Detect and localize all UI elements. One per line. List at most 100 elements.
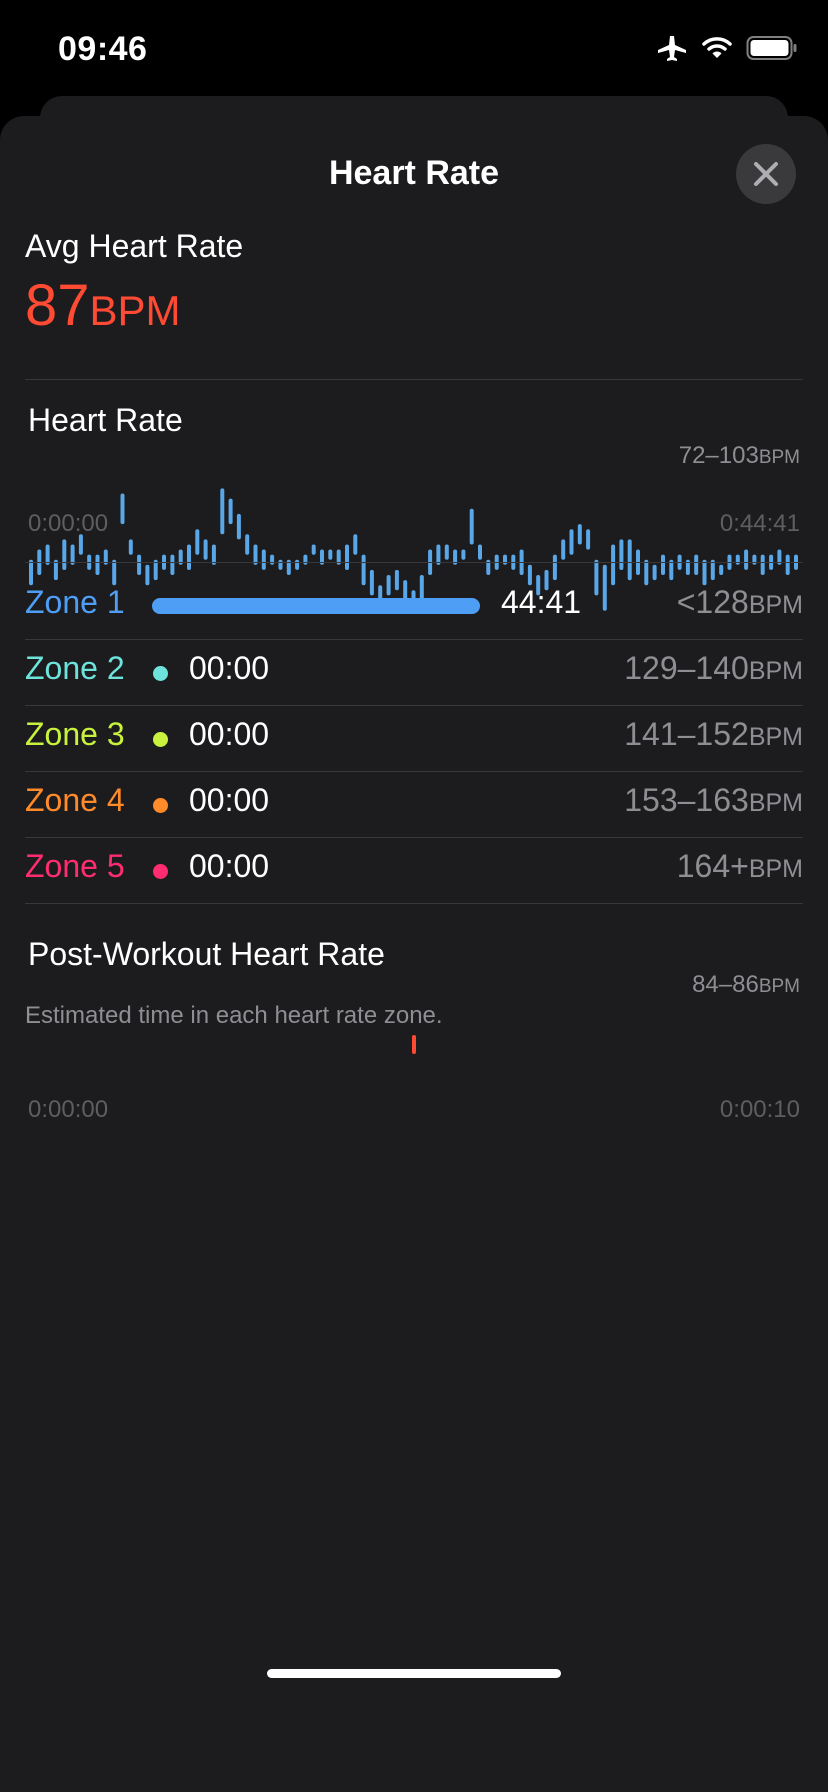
zone-row-5: Zone 5 00:00 164+BPM (25, 838, 803, 904)
heart-rate-range-bar (378, 585, 383, 601)
zone-time: 00:00 (189, 650, 270, 686)
avg-heart-rate-value: 87BPM (25, 272, 181, 339)
avg-value-number: 87 (25, 273, 90, 338)
zone-range-unit: BPM (748, 789, 803, 817)
post-workout-range: 84–86BPM (692, 971, 800, 999)
heart-rate-range-bar (253, 544, 258, 565)
heart-rate-range-bar (145, 564, 150, 586)
heart-rate-range-bar (561, 539, 566, 560)
divider (25, 639, 803, 640)
zone-range-unit: BPM (748, 855, 803, 883)
heart-rate-range-bar (702, 559, 707, 586)
zone-time: 44:41 (501, 584, 582, 620)
heart-rate-range-bar (669, 559, 674, 581)
heart-rate-range-bar (536, 575, 541, 596)
heart-rate-range-bar (62, 539, 67, 570)
heart-rate-range-bar (661, 554, 665, 575)
airplane-icon (656, 34, 688, 67)
heart-rate-range-bar (70, 544, 75, 565)
status-icons (656, 34, 798, 67)
zone-name: Zone 1 (25, 584, 125, 620)
status-bar: 09:46 (0, 0, 828, 100)
heart-rate-range-bar (719, 564, 724, 575)
heart-rate-range-bar (486, 559, 491, 575)
close-icon (754, 162, 778, 186)
divider (25, 705, 803, 706)
avg-heart-rate-label: Avg Heart Rate (25, 228, 244, 264)
zone-name: Zone 2 (25, 650, 125, 686)
heart-rate-range-bar (228, 498, 233, 525)
heart-rate-range-bar (594, 559, 599, 596)
heart-rate-range-bar (53, 559, 58, 581)
home-indicator[interactable] (267, 1669, 561, 1678)
post-workout-end-label: 0:00:10 (719, 1096, 800, 1123)
heart-rate-range-bar (153, 559, 158, 581)
heart-rate-range-bar (412, 1035, 416, 1054)
battery-icon (746, 35, 798, 66)
zone-name: Zone 4 (25, 782, 125, 818)
heart-rate-range-bar (394, 569, 399, 591)
zone-range-value: 141–152 (624, 716, 749, 752)
heart-rate-range-bar (478, 544, 482, 560)
heart-rate-range-bar (752, 554, 757, 565)
heart-rate-range-bar (544, 569, 549, 591)
zone-range-unit: BPM (748, 591, 803, 619)
zone-range: 141–152BPM (624, 716, 803, 753)
heart-rate-range-bar (527, 564, 532, 586)
zone-range-value: 153–163 (624, 782, 749, 818)
zone-range-value: 164+ (676, 848, 749, 884)
divider (25, 379, 803, 380)
zone-name: Zone 3 (25, 716, 125, 752)
heart-rate-range-bar (103, 549, 108, 565)
heart-rate-range-bar (220, 488, 225, 535)
zone-dot (153, 732, 168, 747)
heart-rate-range-bar (178, 549, 183, 565)
heart-rate-range-bar (735, 554, 740, 565)
heart-rate-range-bar (685, 559, 690, 575)
heart-rate-range-bar (760, 554, 765, 575)
heart-rate-range-bar (245, 534, 250, 555)
wifi-icon (702, 36, 732, 65)
heart-rate-range-bar (170, 554, 175, 575)
heart-rate-end-label: 0:44:41 (719, 510, 800, 537)
zone-range-unit: BPM (748, 723, 803, 751)
sheet-title: Heart Rate (328, 154, 500, 192)
heart-rate-range-bar (187, 544, 191, 570)
divider (25, 771, 803, 772)
zone-range: 129–140BPM (624, 650, 803, 687)
zone-time: 00:00 (189, 782, 270, 818)
heart-rate-range-bar (453, 549, 458, 565)
zone-dot (153, 798, 168, 813)
zone-row-3: Zone 3 00:00 141–152BPM (25, 706, 803, 772)
zone-range-unit: BPM (748, 657, 803, 685)
heart-rate-range-bar (211, 544, 216, 565)
heart-rate-range-bar (461, 549, 466, 560)
heart-rate-range-bar (195, 529, 200, 555)
heart-rate-range-bar (112, 559, 117, 586)
heart-rate-range-bar (436, 544, 441, 565)
heart-rate-range-bar (270, 554, 275, 565)
heart-rate-range-bar (320, 549, 324, 565)
status-time: 09:46 (58, 30, 148, 68)
heart-rate-range-bar (444, 544, 449, 560)
heart-rate-range-bar (303, 554, 308, 565)
post-workout-range-value: 84–86 (692, 971, 759, 998)
zone-range-value: 129–140 (624, 650, 749, 686)
heart-rate-range-bar (353, 534, 358, 555)
heart-rate-range-bar (261, 549, 266, 570)
heart-rate-range-bar (577, 524, 582, 545)
heart-rate-range-bar (345, 544, 349, 570)
heart-rate-range-bar (611, 544, 616, 586)
heart-rate-range-bar (694, 554, 699, 575)
heart-rate-range-bar (78, 534, 83, 555)
zone-dot (153, 864, 168, 879)
close-button[interactable] (736, 144, 796, 204)
heart-rate-chart (29, 488, 798, 611)
heart-rate-sheet: Heart Rate Avg Heart Rate 87BPM Heart Ra… (0, 116, 828, 1792)
heart-rate-range-bar (128, 539, 133, 555)
heart-rate-range-bar (469, 508, 474, 545)
zone-row-4: Zone 4 00:00 153–163BPM (25, 772, 803, 838)
divider (25, 837, 803, 838)
heart-rate-range-bar (744, 549, 749, 570)
zone-time: 00:00 (189, 848, 270, 884)
